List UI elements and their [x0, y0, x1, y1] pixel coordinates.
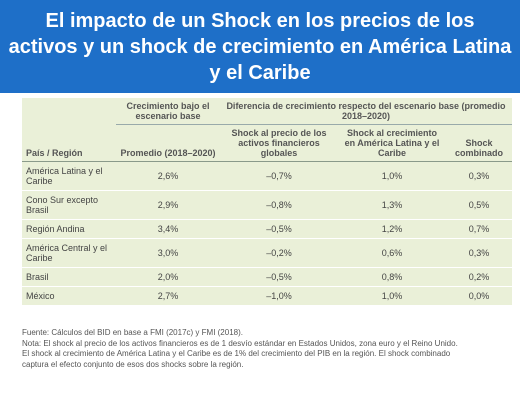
note-line: captura el efecto conjunto de esos dos s…	[22, 359, 244, 369]
table-cell: 0,0%	[446, 286, 512, 305]
table-cell: –0,8%	[220, 190, 338, 220]
title-line: El impacto de un Shock en los precios de…	[45, 9, 475, 32]
table-body: América Latina y el Caribe 2,6% –0,7% 1,0% 0…	[22, 161, 512, 305]
table-cell: América Latina y el Caribe	[22, 161, 116, 191]
table-cell: 2,9%	[116, 190, 220, 220]
table-cell: 0,3%	[446, 161, 512, 191]
header: País / Región	[22, 124, 116, 162]
table-cell: 2,0%	[116, 267, 220, 287]
table-cell: 1,0%	[338, 161, 446, 191]
table-cell: 0,2%	[446, 267, 512, 287]
table-cell: 0,5%	[446, 190, 512, 220]
table-row: Cono Sur excepto Brasil 2,9% –0,8% 1,3% 0,5%	[22, 190, 512, 220]
table-cell: 1,0%	[338, 286, 446, 305]
table-row: América Central y el Caribe 3,0% –0,2% 0,6%…	[22, 238, 512, 268]
header: Promedio (2018–2020)	[116, 124, 220, 162]
header: Shock al precio de los activos financier…	[220, 124, 338, 162]
table-row: México 2,7% –1,0% 1,0% 0,0%	[22, 286, 512, 305]
note-line: Fuente: Cálculos del BID en base a FMI (…	[22, 328, 243, 337]
header: Shock al crecimiento en América Latina y…	[338, 124, 446, 162]
header-row: País / Región Promedio (2018–2020) Shock…	[22, 124, 512, 162]
empty-cell	[22, 98, 116, 125]
note-line: El shock al crecimiento de América Latin…	[22, 349, 451, 358]
table-cell: –1,0%	[220, 286, 338, 305]
title-line: y el Caribe	[209, 61, 311, 84]
title-line: activos y un shock de crecimiento en Amé…	[8, 35, 512, 58]
title-banner: El impacto de un Shock en los precios de…	[0, 0, 520, 93]
table-cell: –0,7%	[220, 161, 338, 191]
notes: Fuente: Cálculos del BID en base a FMI (…	[22, 328, 458, 370]
note-line: Nota: El shock al precio de los activos …	[22, 338, 458, 348]
table-cell: México	[22, 286, 116, 305]
header: Shock combinado	[446, 124, 512, 162]
table-cell: Brasil	[22, 267, 116, 287]
table-cell: 3,4%	[116, 219, 220, 239]
group-header: Crecimiento bajo el escenario base	[116, 98, 220, 125]
table-cell: Región Andina	[22, 219, 116, 239]
table-cell: –0,5%	[220, 267, 338, 287]
table-row: América Latina y el Caribe 2,6% –0,7% 1,0% 0…	[22, 161, 512, 191]
group-header: Diferencia de crecimiento respecto del e…	[220, 98, 512, 125]
table-cell: 0,6%	[338, 238, 446, 268]
table-cell: 0,3%	[446, 238, 512, 268]
group-header-row: Crecimiento bajo el escenario base Difer…	[22, 98, 512, 125]
table-cell: 3,0%	[116, 238, 220, 268]
table-cell: 1,3%	[338, 190, 446, 220]
table-row: Región Andina 3,4% –0,5% 1,2% 0,7%	[22, 219, 512, 239]
table-cell: 2,7%	[116, 286, 220, 305]
table-cell: 0,7%	[446, 219, 512, 239]
table-cell: América Central y el Caribe	[22, 238, 116, 268]
table-cell: –0,2%	[220, 238, 338, 268]
table-cell: –0,5%	[220, 219, 338, 239]
table-cell: 2,6%	[116, 161, 220, 191]
table: Crecimiento bajo el escenario base Difer…	[22, 98, 512, 305]
table-cell: 1,2%	[338, 219, 446, 239]
table-row: Brasil 2,0% –0,5% 0,8% 0,2%	[22, 267, 512, 287]
table-cell: Cono Sur excepto Brasil	[22, 190, 116, 220]
table-cell: 0,8%	[338, 267, 446, 287]
